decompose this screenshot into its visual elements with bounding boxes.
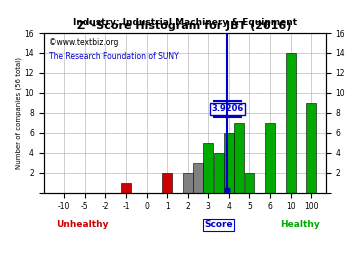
Text: Unhealthy: Unhealthy [57, 220, 109, 229]
Bar [244, 173, 255, 193]
Bar [162, 173, 172, 193]
Bar [286, 53, 296, 193]
Bar [193, 163, 203, 193]
Text: ©www.textbiz.org: ©www.textbiz.org [49, 38, 119, 47]
Text: Score: Score [204, 220, 233, 229]
Bar [203, 143, 213, 193]
Text: Healthy: Healthy [280, 220, 320, 229]
Bar [214, 153, 224, 193]
Title: Z''-Score Histogram for JBT (2016): Z''-Score Histogram for JBT (2016) [77, 21, 292, 31]
Text: The Research Foundation of SUNY: The Research Foundation of SUNY [49, 52, 179, 61]
Bar [224, 133, 234, 193]
Bar [306, 103, 316, 193]
Bar [183, 173, 193, 193]
Bar [234, 123, 244, 193]
Text: Industry: Industrial Machinery & Equipment: Industry: Industrial Machinery & Equipme… [73, 18, 297, 27]
Y-axis label: Number of companies (56 total): Number of companies (56 total) [15, 57, 22, 169]
Bar [121, 183, 131, 193]
Text: 3.9206: 3.9206 [211, 104, 243, 113]
Bar [265, 123, 275, 193]
